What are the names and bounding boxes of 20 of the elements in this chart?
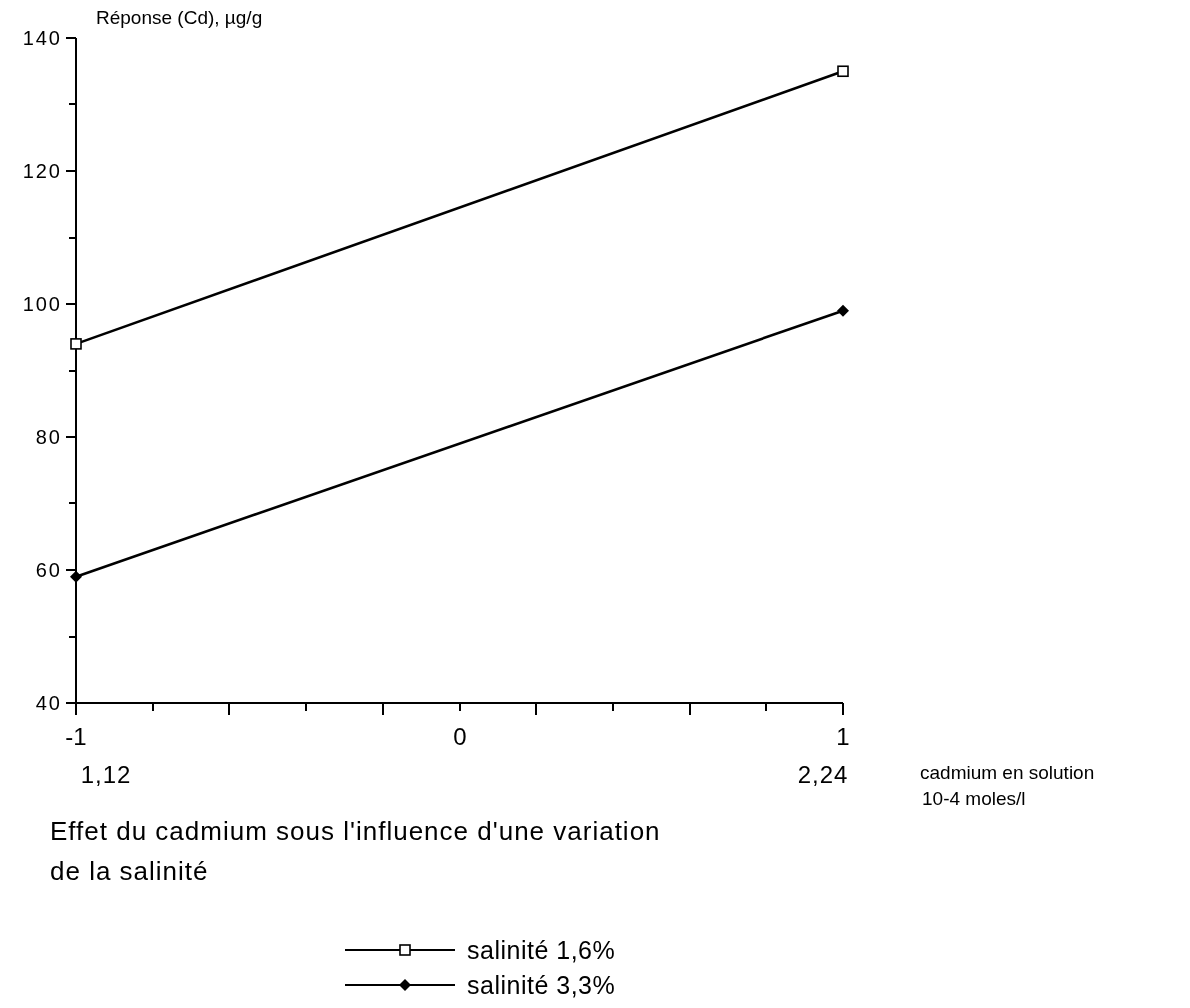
x-tick-label: 1	[836, 723, 850, 750]
y-tick-label: 120	[22, 160, 62, 182]
y-tick-label: 140	[22, 27, 62, 49]
point	[837, 65, 849, 78]
legend-label: salinité 1,6%	[467, 935, 616, 964]
y-tick-label: 40	[35, 692, 62, 714]
x-tick-label: 0	[453, 723, 467, 750]
point	[837, 304, 849, 317]
y-tick-label: 60	[35, 559, 62, 581]
text: 2,24	[797, 761, 849, 788]
y-tick-label: 80	[35, 426, 62, 448]
text: Effet du cadmium sous l'influence d'une variation de la salinité	[50, 816, 661, 886]
y-tick-label: 100	[22, 293, 62, 315]
point	[70, 570, 82, 583]
legend-label: salinité 3,3%	[467, 970, 616, 999]
text: 1,12	[80, 761, 132, 788]
x-axis-title: cadmium en solution 10-4 moles/l	[920, 762, 1095, 809]
x-tick-label: -1	[65, 723, 87, 750]
y-axis-title: Réponse (Cd), µg/g	[96, 7, 263, 28]
point	[70, 338, 82, 350]
